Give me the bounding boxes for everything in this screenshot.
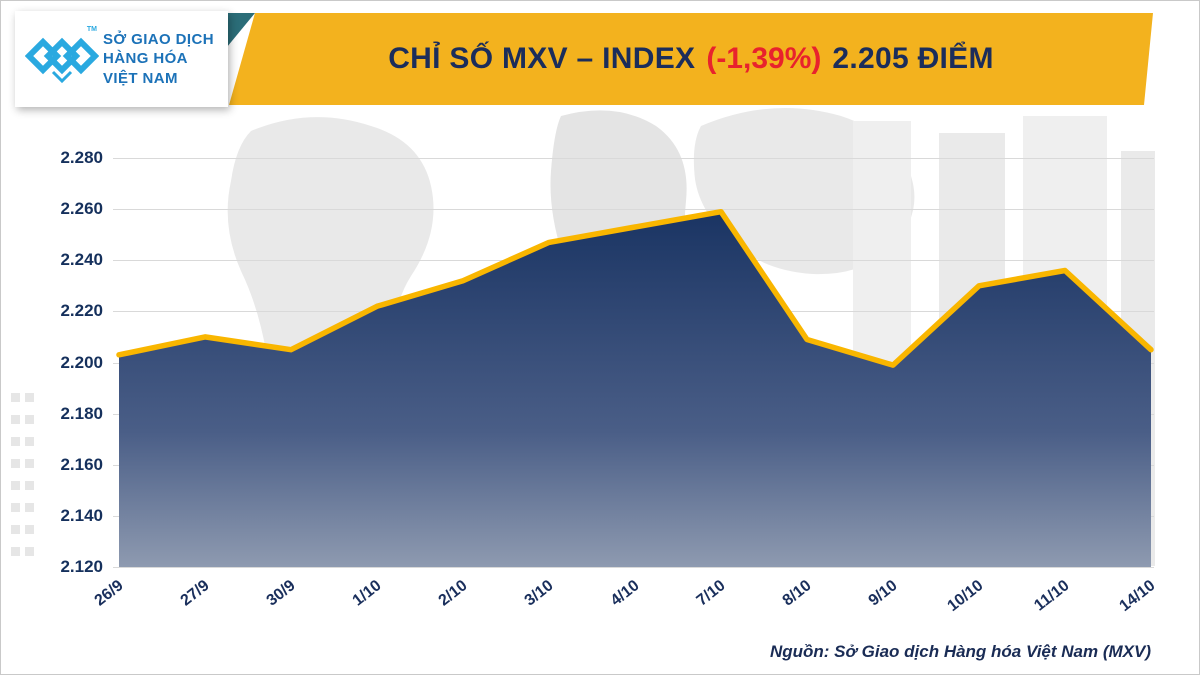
y-tick-label: 2.240 bbox=[60, 250, 103, 270]
source-note: Nguồn: Sở Giao dịch Hàng hóa Việt Nam (M… bbox=[769, 642, 1151, 661]
chart-title: CHỈ SỐ MXV – INDEX bbox=[388, 42, 696, 75]
x-tick-label: 3/10 bbox=[521, 577, 557, 610]
x-tick-label: 10/10 bbox=[944, 577, 987, 616]
logo-line2: HÀNG HÓA bbox=[103, 50, 188, 68]
y-tick-label: 2.140 bbox=[60, 505, 103, 525]
x-tick-label: 7/10 bbox=[693, 577, 729, 610]
title-banner: CHỈ SỐ MXV – INDEX (-1,39%) 2.205 ĐIỂM bbox=[229, 13, 1153, 105]
gridline bbox=[113, 567, 1154, 568]
x-tick-label: 27/9 bbox=[177, 577, 213, 610]
x-tick-label: 30/9 bbox=[263, 577, 299, 610]
trademark-symbol: TM bbox=[86, 26, 97, 33]
y-tick-label: 2.200 bbox=[60, 352, 103, 372]
mxv-logo-text: SỞ GIAO DỊCH HÀNG HÓA VIỆT NAM bbox=[99, 30, 214, 89]
logo-line1: SỞ GIAO DỊCH bbox=[103, 30, 214, 48]
x-tick-label: 8/10 bbox=[779, 577, 815, 610]
y-tick-label: 2.220 bbox=[60, 301, 103, 321]
y-tick-label: 2.260 bbox=[60, 199, 103, 219]
y-tick-label: 2.180 bbox=[60, 403, 103, 423]
gridline bbox=[113, 209, 1154, 211]
x-tick-label: 14/10 bbox=[1116, 577, 1159, 616]
x-tick-label: 1/10 bbox=[349, 577, 385, 610]
logo-line3: VIỆT NAM bbox=[103, 69, 178, 87]
index-area-chart bbox=[116, 208, 1154, 567]
y-tick-label: 2.280 bbox=[60, 148, 103, 167]
area-fill bbox=[119, 211, 1151, 567]
mxv-logo: TM SỞ GIAO DỊCH HÀNG HÓA VIỆT NAM bbox=[15, 11, 228, 107]
index-line bbox=[116, 208, 1154, 368]
y-tick-label: 2.120 bbox=[60, 557, 103, 576]
x-tick-label: 2/10 bbox=[435, 577, 471, 610]
x-tick-label: 11/10 bbox=[1031, 577, 1073, 615]
gridline bbox=[113, 158, 1154, 159]
x-axis: 26/9 27/9 30/9 1/10 2/10 3/10 4/10 7/10 8/10 9/10… bbox=[1, 577, 1199, 647]
index-value: 2.205 ĐIỂM bbox=[832, 42, 994, 75]
index-change-badge: (-1,39%) bbox=[706, 42, 822, 75]
plot-area bbox=[116, 158, 1154, 567]
x-tick-label: 4/10 bbox=[607, 577, 643, 610]
mxv-logo-icon: TM bbox=[24, 26, 100, 90]
y-axis: 2.280 2.260 2.240 2.220 2.200 2.180 2.160 2.140… bbox=[1, 148, 103, 576]
y-tick-label: 2.160 bbox=[60, 454, 103, 474]
x-tick-label: 26/9 bbox=[91, 577, 127, 610]
x-tick-label: 9/10 bbox=[865, 577, 901, 610]
